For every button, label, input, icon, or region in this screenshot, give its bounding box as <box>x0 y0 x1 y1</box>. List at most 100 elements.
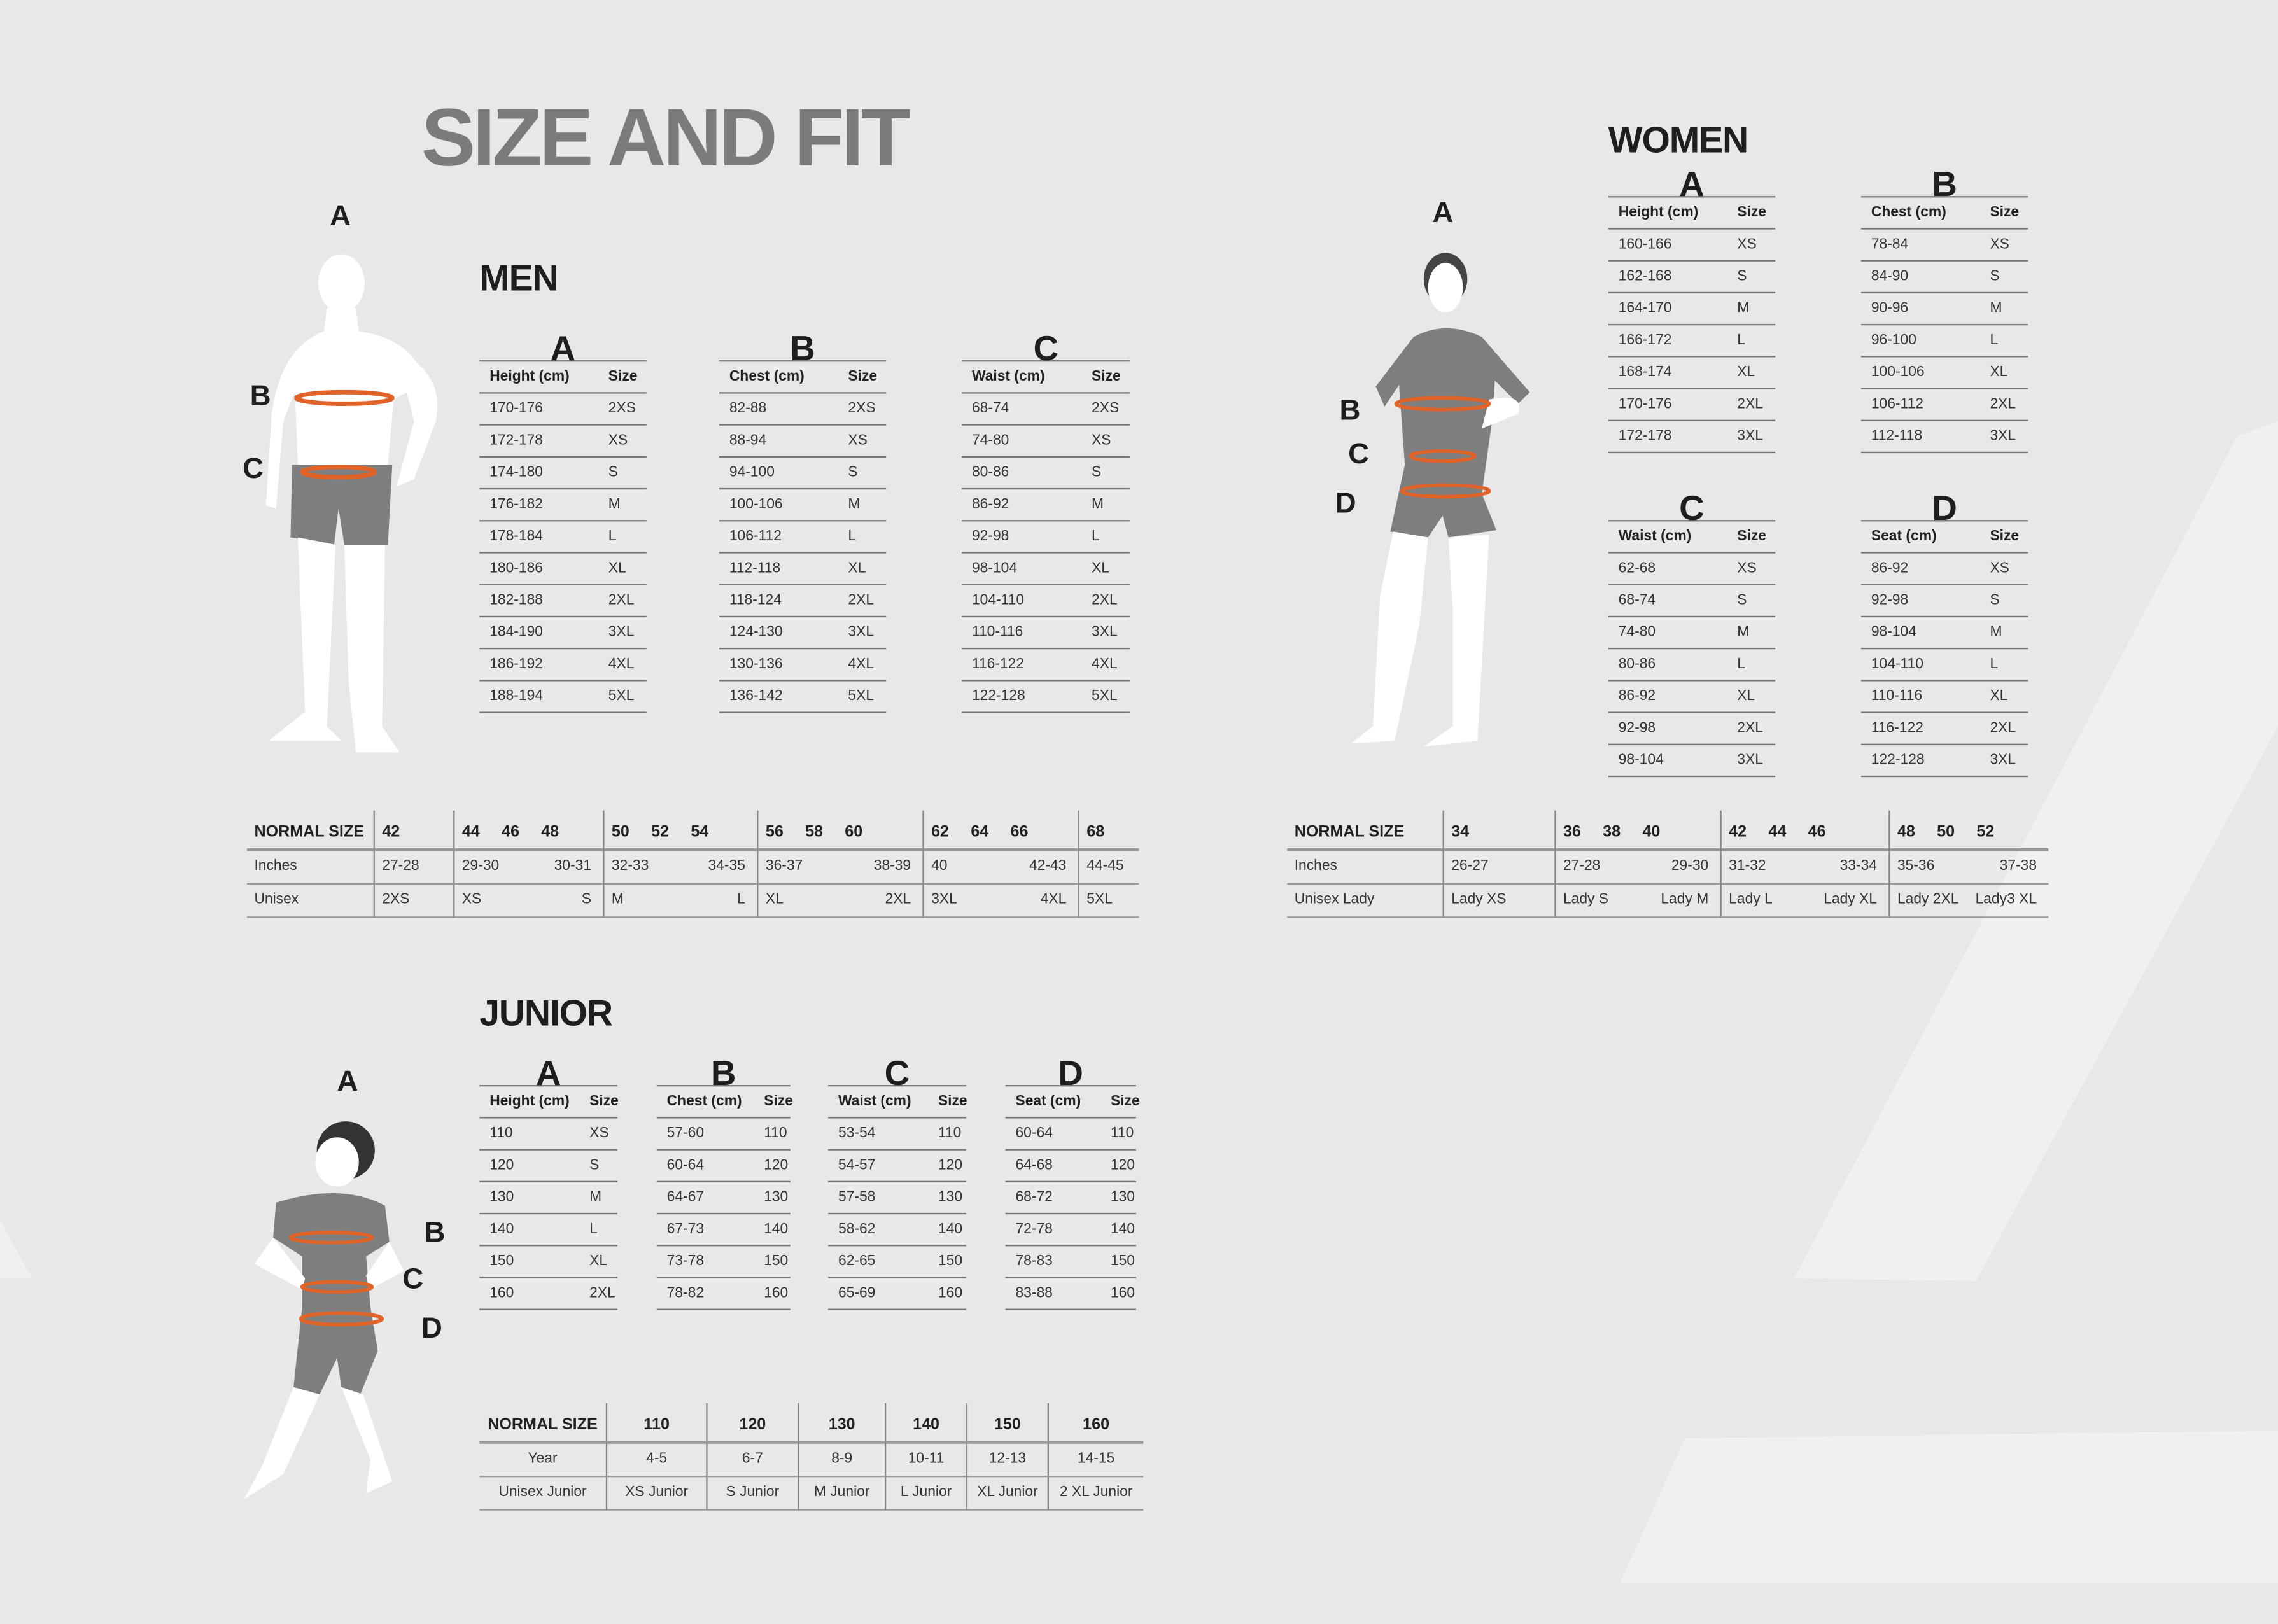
row-label: NORMAL SIZE <box>247 811 374 851</box>
measurement-cell: 182-188 <box>489 592 543 609</box>
table-row: 86-92 M <box>962 489 1130 522</box>
unisex-value: XS Junior <box>625 1484 689 1501</box>
table-row: 84-90 S <box>1860 262 2028 294</box>
inches-value: 27-28 <box>382 858 419 875</box>
inches-cell: 44-45 <box>1079 851 1139 885</box>
measurement-cell: 176-182 <box>489 496 543 513</box>
table-row: 186-192 4XL <box>479 649 647 682</box>
table-row: 184-190 3XL <box>479 617 647 650</box>
size-cell: 5XL <box>608 688 635 705</box>
women-normal-size-table: NORMAL SIZE Inches Unisex Lady 34 26-27 Lady … <box>1287 810 2049 918</box>
table-row: 54-57 120 <box>828 1151 966 1182</box>
table-row: 74-80 M <box>1608 617 1776 650</box>
measurement-cell: 150 <box>489 1253 514 1270</box>
inches-cell: 14-15 <box>1048 1444 1144 1478</box>
table-row: 164-170 M <box>1608 293 1776 326</box>
table-row: 160 2XL <box>479 1278 618 1310</box>
size-cell: 5XL <box>848 688 875 705</box>
table-row: 116-122 2XL <box>1860 713 2028 745</box>
unisex-value: XL Junior <box>977 1484 1038 1501</box>
size-cell: 2XS <box>608 400 636 417</box>
size-cell: XS <box>608 433 628 449</box>
men-label-b: B <box>250 381 271 413</box>
measurement-cell: 74-80 <box>1618 624 1656 641</box>
table-row: 64-67 130 <box>656 1182 791 1215</box>
size-cell: XS <box>1737 237 1757 253</box>
size-cell: M <box>589 1189 602 1206</box>
junior-normal-size-table: NORMAL SIZE Year Unisex Junior 110 4-5 XS Jun… <box>479 1403 1144 1511</box>
table-letter: D <box>1058 1054 1083 1094</box>
measurement-cell: 116-122 <box>971 656 1025 673</box>
measurement-cell: 178-184 <box>489 528 543 545</box>
inches-value: 10-11 <box>908 1451 945 1467</box>
column-header: Chest (cm) <box>1871 204 1946 221</box>
column-header: Size <box>764 1093 793 1110</box>
row-label-text: NORMAL SIZE <box>1294 823 1405 841</box>
unisex-value: Lady 2XL <box>1897 892 1959 908</box>
inches-cell: 8-9 <box>799 1444 885 1478</box>
inches-value: 26-27 <box>1451 858 1489 875</box>
table-row: 68-72 130 <box>1005 1182 1136 1215</box>
sizes-value: 44 <box>461 823 480 841</box>
size-cell: 3XL <box>848 624 875 641</box>
table-header-row: Chest (cm) Size <box>656 1085 793 1119</box>
sizes-value: 68 <box>1086 823 1105 841</box>
size-cell: 3XL <box>1092 624 1118 641</box>
size-cell: L <box>589 1221 598 1238</box>
measurement-cell: 110 <box>489 1125 513 1142</box>
size-group: 34 26-27 Lady XS <box>1442 810 1555 918</box>
table-row: 130-136 4XL <box>719 649 887 682</box>
size-cell: XS <box>848 433 868 449</box>
table-row: 118-124 2XL <box>719 585 887 618</box>
table-row: 104-110 L <box>1860 649 2028 682</box>
table-letter: C <box>1033 330 1059 369</box>
sizes-cell: 42 <box>374 811 454 851</box>
measurement-cell: 90-96 <box>1871 300 1909 317</box>
measurement-cell: 60-64 <box>1015 1125 1053 1142</box>
unisex-cell: L Junior <box>886 1477 966 1511</box>
table-row: 140 L <box>479 1214 618 1247</box>
table-row: 160-166 XS <box>1608 230 1776 262</box>
measurement-cell: 86-92 <box>1618 688 1656 705</box>
measurement-cell: 118-124 <box>729 592 782 609</box>
column-header: Seat (cm) <box>1871 528 1937 545</box>
size-cell: 160 <box>938 1285 963 1302</box>
table-row: 110 XS <box>479 1119 618 1151</box>
size-group: 150 12-13 XL Junior <box>966 1403 1048 1511</box>
measurement-cell: 64-68 <box>1015 1158 1053 1174</box>
inches-value: 27-28 <box>1563 858 1601 875</box>
size-cell: 2XS <box>1092 400 1120 417</box>
sizes-cell: 160 <box>1048 1403 1144 1444</box>
inches-value: 36-37 <box>765 858 803 875</box>
unisex-value: L <box>737 892 745 908</box>
men-heading: MEN <box>479 258 559 300</box>
column-header: Size <box>608 368 638 385</box>
size-cell: 110 <box>1110 1125 1134 1142</box>
row-label-text: NORMAL SIZE <box>254 823 364 841</box>
column-header: Size <box>1092 368 1121 385</box>
size-cell: S <box>1990 592 2000 609</box>
inches-cell: 27-28 29-30 <box>1556 851 1720 885</box>
table-row: 83-88 160 <box>1005 1278 1136 1310</box>
measurement-cell: 140 <box>489 1221 514 1238</box>
inches-cell: 31-32 33-34 <box>1721 851 1889 885</box>
table-row: 170-176 2XL <box>1608 389 1776 421</box>
inches-value: 44-45 <box>1086 858 1124 875</box>
size-group: 42 44 46 31-32 33-34 Lady L Lady XL <box>1720 810 1889 918</box>
size-cell: 150 <box>1110 1253 1135 1270</box>
unisex-cell: XS S <box>454 885 603 918</box>
size-cell: 2XL <box>1990 396 2016 413</box>
measurement-cell: 96-100 <box>1871 332 1916 349</box>
sizes-value: 66 <box>1010 823 1029 841</box>
women-size-table-d: D Seat (cm) Size 86-92 XS 92-98 S 98-104 M 104-11… <box>1860 490 2028 778</box>
size-cell: L <box>608 528 617 545</box>
sizes-value: 52 <box>1976 823 1995 841</box>
table-header-row: Chest (cm) Size <box>1860 196 2028 230</box>
sizes-value: 160 <box>1083 1416 1110 1434</box>
table-row: 178-184 L <box>479 521 647 554</box>
table-header-row: Height (cm) Size <box>479 1085 619 1119</box>
size-cell: 3XL <box>608 624 635 641</box>
inches-value: 29-30 <box>1671 858 1709 875</box>
unisex-value: M <box>611 892 624 908</box>
size-cell: L <box>1092 528 1100 545</box>
